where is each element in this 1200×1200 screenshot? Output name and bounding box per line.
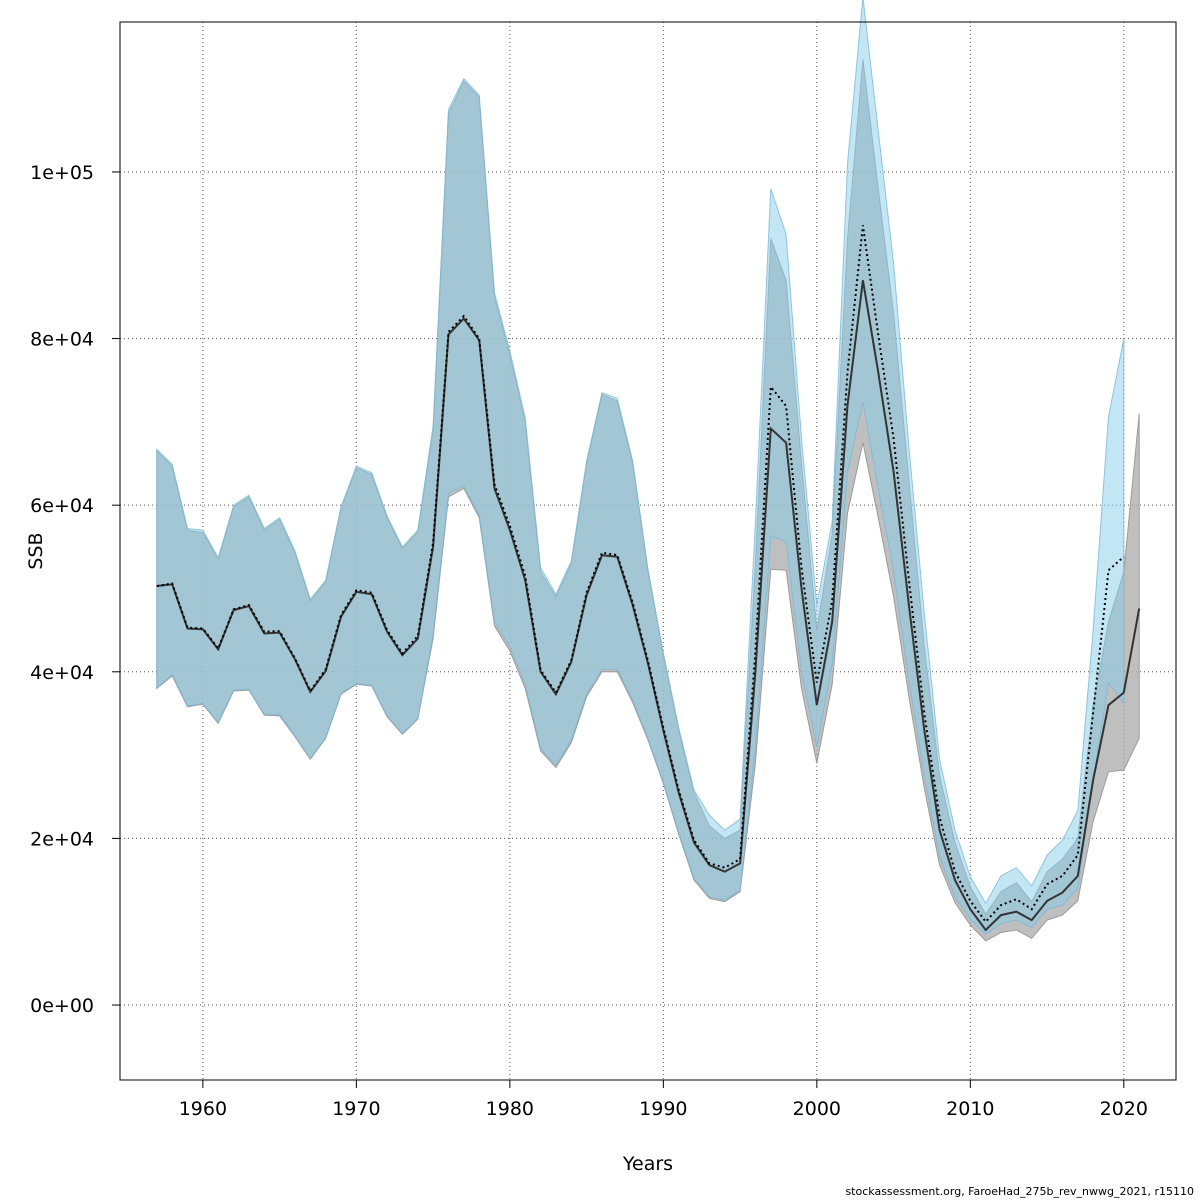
y-tick-label: 4e+04 bbox=[30, 662, 94, 684]
confidence-bands bbox=[156, 0, 1140, 942]
y-tick-label: 1e+05 bbox=[30, 162, 94, 184]
y-tick-label: 6e+04 bbox=[30, 495, 94, 517]
x-axis-title: Years bbox=[622, 1153, 673, 1175]
x-tick-label: 2000 bbox=[793, 1098, 841, 1120]
y-tick-label: 2e+04 bbox=[30, 828, 94, 850]
x-tick-label: 1960 bbox=[179, 1098, 227, 1120]
footer-credit: stockassessment.org, FaroeHad_275b_rev_n… bbox=[845, 1185, 1194, 1198]
x-tick-label: 1990 bbox=[639, 1098, 687, 1120]
x-tick-label: 1980 bbox=[486, 1098, 534, 1120]
y-axis: 0e+00 2e+04 4e+04 6e+04 8e+04 1e+05 bbox=[30, 162, 121, 1017]
x-tick-label: 2010 bbox=[946, 1098, 994, 1120]
estimate-line-2 bbox=[156, 225, 1125, 924]
estimate-lines bbox=[156, 225, 1141, 932]
confidence-band-1 bbox=[156, 59, 1140, 942]
confidence-band-2 bbox=[156, 0, 1125, 935]
y-axis-title: SSB bbox=[25, 532, 47, 569]
x-tick-label: 2020 bbox=[1100, 1098, 1148, 1120]
y-tick-label: 8e+04 bbox=[30, 329, 94, 351]
y-tick-label: 0e+00 bbox=[30, 995, 94, 1017]
x-tick-label: 1970 bbox=[332, 1098, 380, 1120]
x-axis: 1960 1970 1980 1990 2000 2010 2020 bbox=[179, 1079, 1148, 1120]
